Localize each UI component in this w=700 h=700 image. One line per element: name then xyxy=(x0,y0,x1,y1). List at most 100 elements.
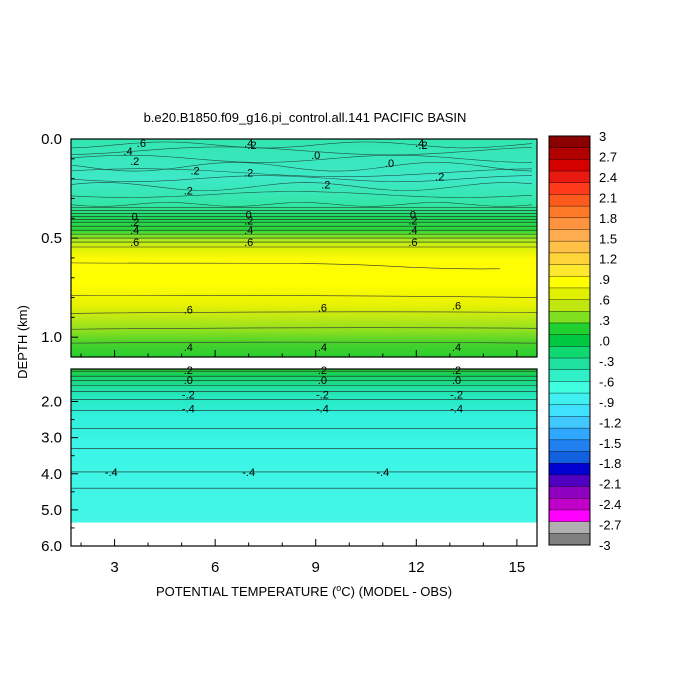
surface-contour-line xyxy=(70,191,533,198)
colorbar-swatch xyxy=(549,463,590,476)
colorbar-swatch xyxy=(549,521,590,534)
colorbar-swatch xyxy=(549,346,590,359)
colorbar-swatch xyxy=(549,474,590,487)
colorbar-label: -1.8 xyxy=(599,456,621,471)
colorbar-swatch xyxy=(549,217,590,230)
colorbar-swatch xyxy=(549,533,590,546)
color-legend-bar: 3 2.7 2.4 2.1 1.8 1.5 1.2 .9 .6 .3 .0 -.3 -.6 -.9 -1.2… xyxy=(548,129,621,553)
y-tick-label: 1.0 xyxy=(41,329,62,346)
colorbar-swatch xyxy=(549,287,590,300)
colorbar-swatch xyxy=(549,182,590,195)
contour-label: .0 xyxy=(385,158,394,170)
surface-contour-line xyxy=(70,175,532,182)
contour-label: .2 xyxy=(130,156,139,168)
contour-label: .2 xyxy=(244,168,253,180)
colorbar-swatch xyxy=(549,159,590,172)
colorbar-swatch xyxy=(549,358,590,371)
colorbar-swatch xyxy=(549,334,590,347)
lower-depth-panel: .2.0-.2-.4.2.0-.2-.4.2.0-.2-.4-.4 -.4 -.42… xyxy=(41,365,538,576)
contour-label: -.2 xyxy=(182,389,195,401)
upper-panel-frame xyxy=(70,138,538,358)
colorbar-label: 1.8 xyxy=(599,211,617,226)
contour-label: 0 xyxy=(410,209,416,221)
colorbar-label: .9 xyxy=(599,272,610,287)
contour-label: .2 xyxy=(184,186,193,198)
contour-label: -.4 xyxy=(450,404,463,416)
contour-label: .4 xyxy=(408,225,417,237)
contour-label: .0 xyxy=(318,375,327,387)
colorbar-swatch xyxy=(549,369,590,382)
lower-panel-frame xyxy=(70,368,538,547)
surface-contour-line xyxy=(70,162,533,172)
colorbar-swatch xyxy=(549,276,590,289)
y-axis-label: DEPTH (km) xyxy=(15,305,30,379)
surface-contour-line xyxy=(70,141,533,149)
colorbar-swatch xyxy=(549,439,590,452)
colorbar-label: -.3 xyxy=(599,354,614,369)
colorbar-label: .6 xyxy=(599,293,610,308)
y-tick-label: 6.0 xyxy=(41,538,62,555)
colorbar-label: 1.5 xyxy=(599,231,617,246)
contour-label: .2 xyxy=(130,217,139,229)
x-tick-label: 12 xyxy=(408,559,425,576)
x-tick-label: 3 xyxy=(110,559,118,576)
contour-label: -.4 xyxy=(182,404,195,416)
colorbar-swatch xyxy=(549,299,590,312)
x-axis-label: POTENTIAL TEMPERATURE (oC) (MODEL - OBS) xyxy=(156,583,452,599)
contour-label: .4 xyxy=(415,138,424,150)
contour-label: .2 xyxy=(318,365,327,377)
contour-label: .4 xyxy=(123,146,132,158)
contour-label: -.4 xyxy=(376,467,389,479)
contour-label: .2 xyxy=(190,166,199,178)
y-tick-label: 5.0 xyxy=(41,502,62,519)
colorbar-label: -1.5 xyxy=(599,436,621,451)
contour-label: .2 xyxy=(435,172,444,184)
colorbar-label: 1.2 xyxy=(599,252,617,267)
colorbar-swatch xyxy=(549,509,590,522)
y-tick-label: 4.0 xyxy=(41,466,62,483)
contour-label: .6 xyxy=(318,302,327,314)
colorbar-label: -3 xyxy=(599,538,611,553)
y-tick-label: 0.0 xyxy=(41,131,62,148)
surface-contour-line xyxy=(70,168,533,177)
colorbar-swatch xyxy=(549,241,590,254)
colorbar-label: .0 xyxy=(599,334,610,349)
contour-label: .4 xyxy=(452,342,461,354)
contour-label: -.4 xyxy=(316,404,329,416)
chart-title: b.e20.B1850.f09_g16.pi_control.all.141 P… xyxy=(144,110,467,125)
deep-contour-line xyxy=(70,341,538,344)
upper-field xyxy=(71,139,537,357)
contour-label: .0 xyxy=(311,150,320,162)
contour-label: -.4 xyxy=(242,467,255,479)
x-tick-label: 6 xyxy=(211,559,219,576)
colorbar-swatch xyxy=(549,451,590,464)
y-tick-label: 2.0 xyxy=(41,394,62,411)
colorbar-label: -2.4 xyxy=(599,497,621,512)
colorbar-frame xyxy=(548,135,591,546)
colorbar-swatch xyxy=(549,486,590,499)
contour-label: .4 xyxy=(244,138,253,150)
colorbar-swatch xyxy=(549,252,590,265)
contour-label: .4 xyxy=(184,342,193,354)
colorbar-label: -1.2 xyxy=(599,415,621,430)
contour-label: .2 xyxy=(321,180,330,192)
colorbar-swatch xyxy=(549,229,590,242)
deep-contour-line xyxy=(70,311,538,314)
contour-label: -.4 xyxy=(105,467,118,479)
contour-label: 0 xyxy=(132,211,138,223)
colorbar-swatch xyxy=(549,206,590,219)
contour-label: .2 xyxy=(184,365,193,377)
colorbar-swatch xyxy=(549,136,590,148)
colorbar-swatch xyxy=(549,264,590,277)
x-tick-label: 9 xyxy=(312,559,320,576)
x-tick-label: 15 xyxy=(509,559,526,576)
surface-contour-line xyxy=(70,155,533,163)
colorbar-label: -2.7 xyxy=(599,518,621,533)
contour-label: .4 xyxy=(318,342,327,354)
contour-label: .4 xyxy=(130,225,139,237)
contour-label: .6 xyxy=(130,237,139,249)
colorbar-swatch xyxy=(549,498,590,511)
y-tick-label: 3.0 xyxy=(41,430,62,447)
contour-label: .2 xyxy=(452,365,461,377)
